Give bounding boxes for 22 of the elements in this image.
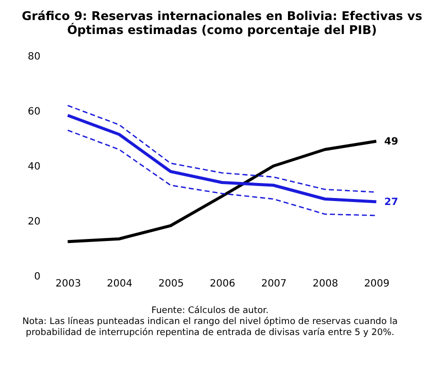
x-tick-label: 2006: [210, 278, 236, 290]
line-series: [67, 104, 377, 193]
y-tick-label: 60: [28, 106, 40, 118]
x-tick-label: 2009: [364, 278, 390, 290]
data-label: 27: [384, 196, 398, 208]
text: Gráfico 9: Reservas internacionales en Bolivia: Efectivas vs: [22, 9, 422, 23]
line-series: [66, 140, 378, 244]
data-label: 49: [384, 136, 398, 148]
source-note: Fuente: Cálculos de autor.: [151, 305, 269, 316]
y-tick-label: 20: [28, 216, 40, 228]
y-tick-label: 0: [34, 272, 40, 282]
x-tick-label: 2008: [312, 278, 338, 290]
y-tick-label: 40: [28, 162, 40, 172]
text: Óptimas estimadas (como porcentaje del PIB): [67, 23, 377, 37]
x-tick-label: 2004: [106, 278, 132, 290]
x-tick-label: 2003: [55, 278, 81, 290]
text: Nota: Las líneas punteadas indican el rango del nivel óptimo de reservas cuando la probabilidad de interrupción repentina de entrada de divisas varía entre 5 y 20%.: [22, 316, 398, 338]
line-series: [66, 114, 378, 204]
line-series: [67, 130, 377, 216]
x-tick-label: 2005: [158, 278, 184, 290]
y-tick-label: 80: [28, 52, 40, 62]
x-tick-label: 2007: [261, 278, 287, 290]
